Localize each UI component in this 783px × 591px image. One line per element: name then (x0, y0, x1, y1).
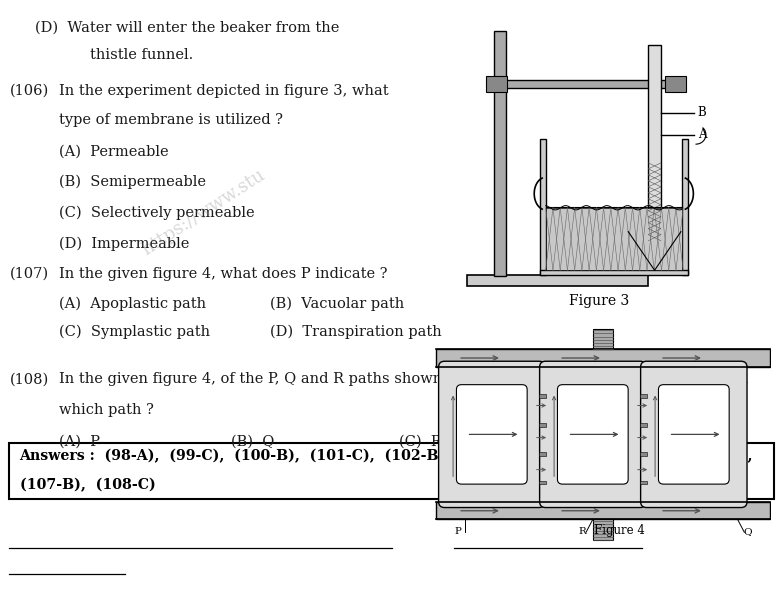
Text: (C)  Symplastic path: (C) Symplastic path (59, 325, 210, 339)
Bar (640, 394, 647, 398)
Text: P: P (455, 528, 461, 537)
Bar (539, 452, 546, 456)
Bar (539, 480, 546, 485)
Text: R: R (579, 528, 586, 537)
Bar (539, 394, 546, 398)
Bar (539, 270, 687, 275)
Bar (640, 452, 647, 456)
Text: (A)  P: (A) P (59, 434, 99, 449)
Text: (D)  Transpiration path: (D) Transpiration path (270, 325, 442, 339)
Text: thistle funnel.: thistle funnel. (90, 48, 193, 63)
Text: https://www.stu: https://www.stu (139, 166, 269, 259)
FancyBboxPatch shape (557, 385, 628, 484)
FancyBboxPatch shape (659, 385, 729, 484)
Bar (546, 208, 682, 270)
Bar (467, 275, 648, 285)
Text: (106): (106) (9, 84, 49, 98)
Text: Figure 4: Figure 4 (594, 524, 645, 537)
FancyBboxPatch shape (539, 361, 646, 508)
Text: (C)  R: (C) R (399, 434, 442, 449)
Bar (682, 139, 687, 275)
Text: (A)  Permeable: (A) Permeable (59, 145, 168, 159)
Text: Answers :  (98-A),  (99-C),  (100-B),  (101-C),  (102-B),  (103-D),  (104-C),  (: Answers : (98-A), (99-C), (100-B), (101-… (20, 449, 753, 463)
Bar (640, 480, 647, 485)
Text: (108): (108) (9, 372, 49, 387)
Text: B: B (698, 106, 706, 119)
Text: (A)  Apoplastic path: (A) Apoplastic path (59, 297, 206, 311)
Bar (539, 139, 546, 275)
Bar (593, 519, 613, 540)
Text: Q: Q (743, 528, 752, 537)
Bar (539, 423, 546, 427)
Bar (494, 80, 684, 89)
Text: (B)  Semipermeable: (B) Semipermeable (59, 174, 206, 189)
Text: (B)  Vacuolar path: (B) Vacuolar path (270, 297, 404, 311)
FancyBboxPatch shape (456, 385, 527, 484)
FancyBboxPatch shape (438, 361, 545, 508)
Text: (C)  Selectively permeable: (C) Selectively permeable (59, 206, 254, 220)
Text: (107): (107) (9, 267, 49, 281)
Text: In the given figure 4, what does P indicate ?: In the given figure 4, what does P indic… (59, 267, 388, 281)
Text: In the given figure 4, of the P, Q and R paths shown, water is transported maxim: In the given figure 4, of the P, Q and R… (59, 372, 748, 387)
Bar (485, 76, 507, 92)
Bar (436, 349, 770, 367)
Bar (436, 502, 770, 519)
Bar (9, 443, 774, 499)
FancyBboxPatch shape (640, 361, 747, 508)
Bar (640, 423, 647, 427)
Text: (D)  Water will enter the beaker from the: (D) Water will enter the beaker from the (35, 21, 340, 35)
Bar (593, 329, 613, 349)
Text: (B)  Q: (B) Q (231, 434, 274, 449)
Text: A: A (698, 128, 706, 141)
Text: which path ?: which path ? (59, 403, 153, 417)
Text: (107-B),  (108-C): (107-B), (108-C) (20, 478, 155, 492)
Text: Figure 3: Figure 3 (569, 294, 629, 308)
Bar (648, 45, 661, 241)
Bar (494, 31, 507, 276)
Bar (665, 76, 686, 92)
Text: In the experiment depicted in figure 3, what: In the experiment depicted in figure 3, … (59, 84, 388, 98)
Text: (D)  Impermeable: (D) Impermeable (59, 236, 189, 251)
Text: type of membrane is utilized ?: type of membrane is utilized ? (59, 113, 283, 128)
Text: (D)  None of the above: (D) None of the above (548, 434, 716, 449)
